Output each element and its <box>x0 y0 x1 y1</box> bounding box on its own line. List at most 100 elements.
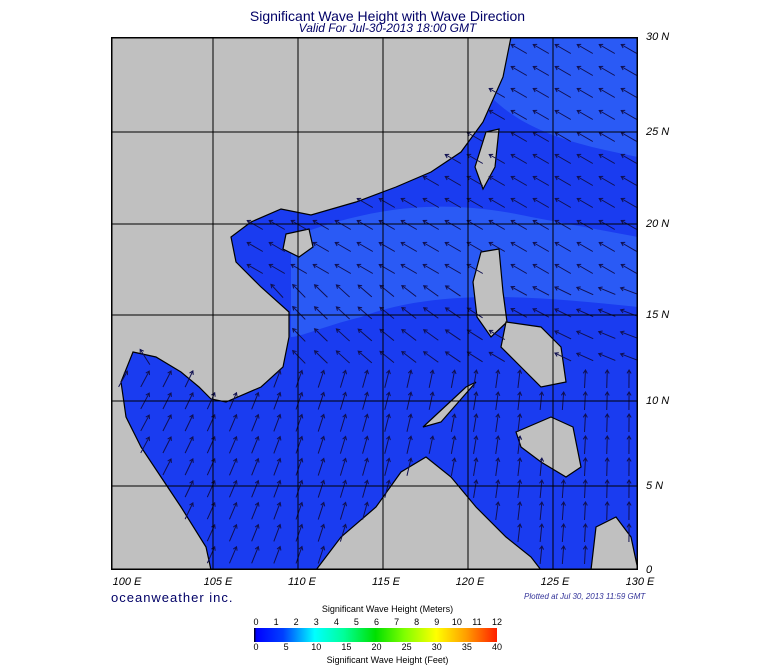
wave-direction-arrow <box>162 458 172 476</box>
meters-tick: 3 <box>313 617 319 627</box>
wave-direction-arrow <box>532 109 550 120</box>
wave-direction-arrow <box>339 479 348 498</box>
wave-direction-arrow <box>488 175 506 186</box>
wave-direction-arrow <box>356 263 374 274</box>
wave-direction-arrow <box>295 501 304 520</box>
wave-direction-arrow <box>576 263 594 274</box>
wave-direction-arrow <box>604 435 610 455</box>
wave-direction-arrow <box>273 369 282 388</box>
wave-direction-arrow <box>317 435 326 454</box>
wave-direction-arrow <box>246 263 264 274</box>
wave-direction-arrow <box>184 502 194 520</box>
wave-direction-arrow <box>273 479 282 498</box>
wave-map <box>111 37 638 570</box>
wave-direction-arrow <box>339 435 348 454</box>
wave-direction-arrow <box>444 175 462 186</box>
wave-direction-arrow <box>576 197 594 208</box>
wave-direction-arrow <box>384 479 391 498</box>
wave-direction-arrow <box>488 87 506 98</box>
wave-direction-arrow <box>620 219 638 230</box>
wave-direction-arrow <box>560 479 566 499</box>
wave-direction-arrow <box>268 219 286 230</box>
legend-title-meters: Significant Wave Height (Meters) <box>321 604 454 614</box>
wave-direction-arrow <box>626 479 632 499</box>
wave-direction-arrow <box>335 328 350 342</box>
meters-tick: 10 <box>451 617 462 627</box>
wave-direction-arrow <box>357 350 373 364</box>
wave-band-light <box>291 206 638 337</box>
wave-direction-arrow <box>532 87 550 98</box>
wave-direction-arrow <box>510 109 528 120</box>
legend-title-feet: Significant Wave Height (Feet) <box>326 655 449 665</box>
wave-direction-arrow <box>576 43 594 54</box>
feet-tick: 15 <box>341 642 352 652</box>
wave-direction-arrow <box>576 219 594 230</box>
wave-direction-arrow <box>270 283 284 298</box>
lat-label: 15 N <box>646 309 670 321</box>
wave-direction-arrow <box>362 435 369 454</box>
wave-direction-arrow <box>334 241 352 252</box>
wave-direction-arrow <box>357 328 373 342</box>
wave-direction-arrow <box>356 241 374 252</box>
wave-direction-arrow <box>295 413 304 432</box>
wave-direction-arrow <box>517 413 523 432</box>
feet-tick: 40 <box>491 642 503 652</box>
wave-direction-arrow <box>604 457 610 477</box>
wave-direction-arrow <box>495 479 501 498</box>
meters-tick: 12 <box>491 617 503 627</box>
wave-direction-arrow <box>229 545 238 564</box>
wave-direction-arrows <box>118 43 638 565</box>
wave-direction-arrow <box>313 350 328 364</box>
wave-direction-arrow <box>444 197 462 208</box>
wave-direction-arrow <box>184 370 194 388</box>
wave-direction-arrow <box>532 153 550 164</box>
wave-direction-arrow <box>335 306 350 320</box>
map-subtitle: Valid For Jul-30-2013 18:00 GMT <box>298 21 477 35</box>
wave-direction-arrow <box>554 219 572 230</box>
wave-direction-arrow <box>554 352 572 362</box>
wave-direction-arrow <box>406 435 413 454</box>
meters-tick: 4 <box>333 617 339 627</box>
lon-label: 130 E <box>625 576 655 588</box>
wave-direction-arrow <box>598 263 616 274</box>
wave-direction-arrow <box>273 413 282 432</box>
lon-label: 105 E <box>203 576 233 588</box>
meters-tick: 5 <box>353 617 359 627</box>
wave-direction-arrow <box>357 306 373 320</box>
wave-direction-arrow <box>422 307 439 319</box>
wave-direction-arrow <box>400 241 418 252</box>
wave-direction-arrow <box>339 457 348 476</box>
wave-direction-arrow <box>251 479 260 498</box>
wave-direction-arrow <box>532 263 550 274</box>
wave-direction-arrow <box>384 435 391 454</box>
wave-direction-arrow <box>539 457 545 477</box>
wave-direction-arrow <box>362 369 369 388</box>
wave-direction-arrow <box>554 87 572 98</box>
wave-direction-arrow <box>510 285 528 296</box>
wave-direction-arrow <box>554 197 572 208</box>
wave-direction-arrow <box>378 241 396 252</box>
wave-direction-arrow <box>273 457 282 476</box>
wave-direction-arrow <box>273 435 282 454</box>
plotted-timestamp: Plotted at Jul 30, 2013 11:59 GMT <box>524 592 646 601</box>
wave-direction-arrow <box>268 241 286 252</box>
wave-direction-arrow <box>582 413 588 433</box>
wave-direction-arrow <box>582 369 588 389</box>
wave-direction-arrow <box>554 286 572 296</box>
meters-tick: 11 <box>472 617 482 627</box>
wave-direction-arrow <box>539 479 545 499</box>
wave-direction-arrow <box>428 435 435 454</box>
wave-direction-arrow <box>378 197 396 208</box>
wave-direction-arrow <box>229 479 238 498</box>
wave-direction-arrow <box>532 43 550 54</box>
lat-label: 25 N <box>646 126 670 138</box>
wave-direction-arrow <box>378 263 396 274</box>
wave-direction-arrow <box>604 501 610 521</box>
wave-direction-arrow <box>532 219 550 230</box>
wave-direction-arrow <box>495 435 501 454</box>
wave-direction-arrow <box>495 413 501 432</box>
wave-direction-arrow <box>139 348 151 365</box>
wave-direction-arrow <box>598 43 616 54</box>
wave-band-light <box>491 37 638 157</box>
wave-direction-arrow <box>313 284 328 298</box>
